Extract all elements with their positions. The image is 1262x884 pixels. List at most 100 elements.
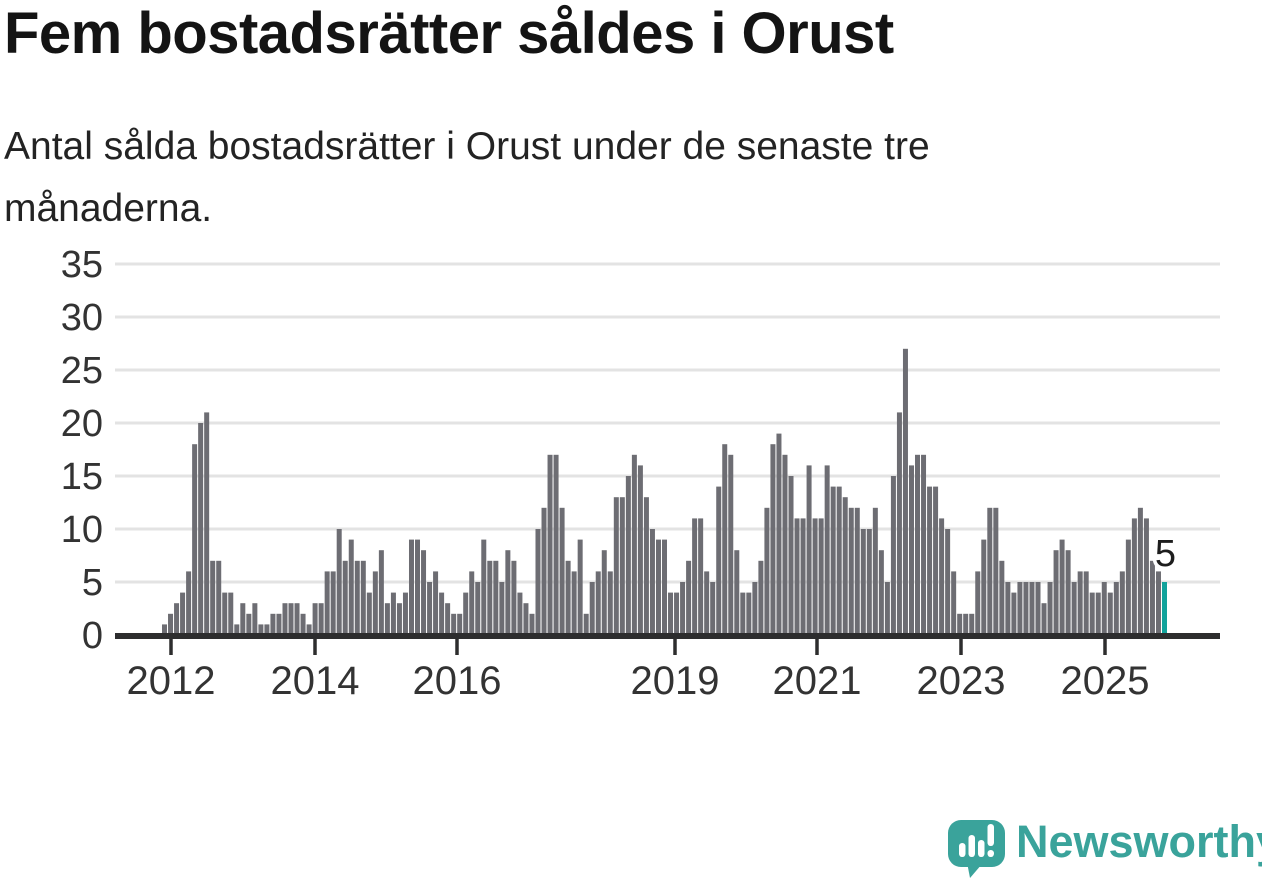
bar [541, 507, 547, 635]
bar [794, 518, 800, 635]
bar [800, 518, 806, 635]
bar [788, 476, 794, 635]
bar [198, 423, 204, 635]
bar [704, 571, 710, 635]
bar [692, 518, 698, 635]
bar [1035, 582, 1041, 635]
bar [1089, 592, 1095, 635]
bar [902, 348, 908, 635]
bar [637, 465, 643, 635]
bar [981, 539, 987, 635]
bar [1149, 560, 1155, 635]
bar [728, 454, 734, 635]
highlighted-bar [1162, 582, 1167, 635]
bar [939, 518, 945, 635]
x-axis-label: 2025 [1061, 659, 1150, 703]
bar [294, 603, 300, 635]
bar [842, 497, 848, 635]
bar [396, 603, 402, 635]
bar [342, 560, 348, 635]
bar [1005, 582, 1011, 635]
x-axis-label: 2014 [271, 659, 360, 703]
bar [318, 603, 324, 635]
bar [878, 550, 884, 635]
x-axis-label: 2023 [917, 659, 1006, 703]
bar [933, 486, 939, 635]
bar [378, 550, 384, 635]
bar [1125, 539, 1131, 635]
bar [872, 507, 878, 635]
bar [1077, 571, 1083, 635]
bar [324, 571, 330, 635]
bar [1053, 550, 1059, 635]
bar [770, 444, 776, 635]
bar [306, 624, 312, 635]
bar [607, 571, 613, 635]
bar [1107, 592, 1113, 635]
bar [481, 539, 487, 635]
y-axis-label: 0 [82, 615, 103, 657]
bar [1131, 518, 1137, 635]
bar [1047, 582, 1053, 635]
bar [1071, 582, 1077, 635]
bar [866, 529, 872, 635]
bar [836, 486, 842, 635]
bar [228, 592, 234, 635]
bar [366, 592, 372, 635]
bar [511, 560, 517, 635]
bar [1023, 582, 1029, 635]
bar [1029, 582, 1035, 635]
bar [408, 539, 414, 635]
bar [300, 613, 306, 635]
bar [499, 582, 505, 635]
bar [746, 592, 752, 635]
bar [565, 560, 571, 635]
bar [186, 571, 192, 635]
bar [475, 582, 481, 635]
bar [162, 624, 167, 635]
bar [270, 613, 276, 635]
bar [1041, 603, 1047, 635]
bar [354, 560, 360, 635]
bar [915, 454, 921, 635]
x-axis-label: 2021 [773, 659, 862, 703]
bar [372, 571, 378, 635]
bar [752, 582, 758, 635]
bar [336, 529, 342, 635]
bar [553, 454, 559, 635]
bar [716, 486, 722, 635]
bar [686, 560, 692, 635]
bar [601, 550, 607, 635]
y-axis-label: 10 [61, 509, 103, 551]
bar [1065, 550, 1071, 635]
bar [908, 465, 914, 635]
bar [734, 550, 740, 635]
bar [577, 539, 583, 635]
bar [631, 454, 637, 635]
bar [421, 550, 427, 635]
bar [619, 497, 625, 635]
bar [583, 613, 589, 635]
bar [168, 613, 174, 635]
bar [975, 571, 981, 635]
bar [655, 539, 661, 635]
bar [1119, 571, 1125, 635]
bar [1155, 571, 1161, 635]
bar [649, 529, 655, 635]
bar [927, 486, 933, 635]
bar [1101, 582, 1107, 635]
bar [710, 582, 716, 635]
bar [890, 476, 896, 635]
bar [469, 571, 475, 635]
bar [830, 486, 836, 635]
bar [330, 571, 336, 635]
bar [1143, 518, 1149, 635]
bar [535, 529, 541, 635]
bar [439, 592, 445, 635]
bar [433, 571, 439, 635]
x-axis-label: 2019 [631, 659, 720, 703]
bar [674, 592, 680, 635]
bar [487, 560, 493, 635]
bar [993, 507, 999, 635]
bar [921, 454, 927, 635]
